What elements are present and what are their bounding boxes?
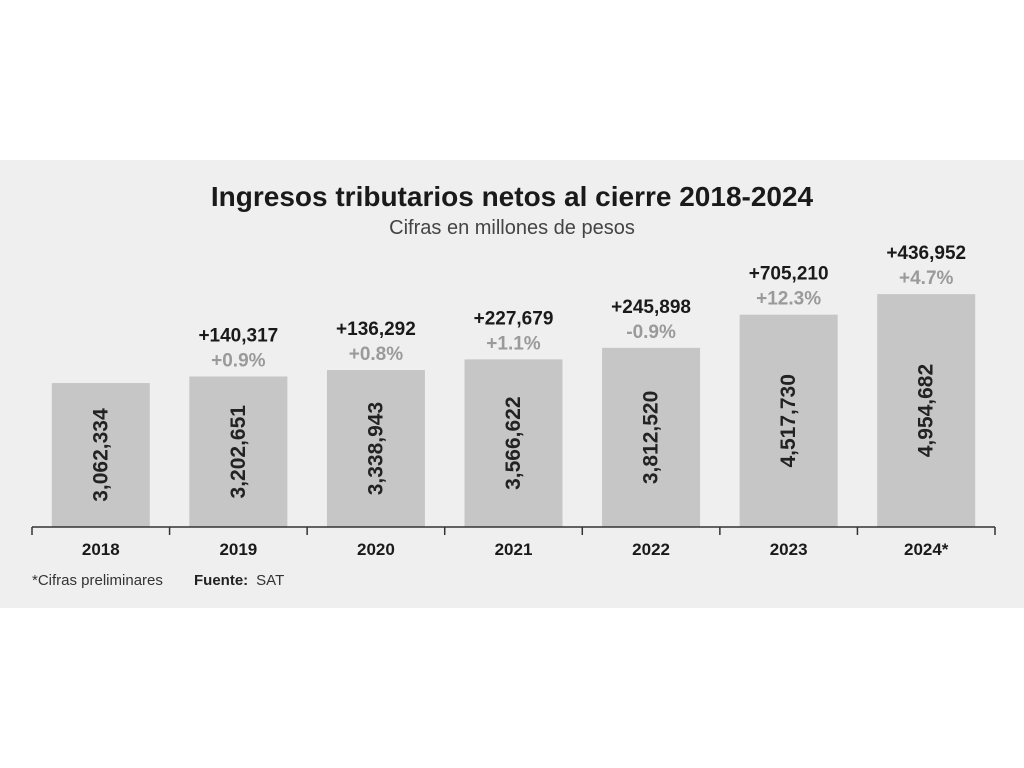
source-value: SAT <box>256 572 284 589</box>
bar-value-label: 3,566,622 <box>502 396 525 489</box>
chart-panel: Ingresos tributarios netos al cierre 201… <box>0 160 1024 608</box>
footer: *Cifras preliminares Fuente: SAT <box>32 572 284 589</box>
x-axis: 2018 2019 2020 2021 2022 2023 2024* <box>31 526 996 559</box>
change-percent-label: +0.9% <box>211 350 266 371</box>
x-tick-label: 2018 <box>82 540 120 559</box>
bar-value-label: 3,062,334 <box>89 408 112 502</box>
change-percent-label: +12.3% <box>756 289 821 310</box>
x-tick-label: 2020 <box>357 540 395 559</box>
source-line: Fuente: SAT <box>194 572 284 589</box>
change-absolute-label: +136,292 <box>336 319 416 340</box>
footnote-preliminary: *Cifras preliminares <box>32 572 163 589</box>
change-absolute-label: +245,898 <box>611 297 691 318</box>
change-percent-label: +4.7% <box>899 268 954 289</box>
bars-layer: 3,062,334 3,202,651 +0.9% +140,317 3,338,943… <box>51 243 976 527</box>
bar-value-label: 3,202,651 <box>227 405 250 499</box>
bar <box>326 370 425 527</box>
bar-value-label: 4,517,730 <box>777 374 800 467</box>
change-absolute-label: +436,952 <box>886 243 966 264</box>
chart-title: Ingresos tributarios netos al cierre 201… <box>211 181 814 212</box>
change-absolute-label: +140,317 <box>198 325 278 346</box>
x-tick-label: 2023 <box>770 540 808 559</box>
bar-value-label: 3,812,520 <box>640 391 663 484</box>
bar <box>877 294 976 527</box>
x-tick-label: 2024* <box>904 540 949 559</box>
source-label: Fuente: <box>194 572 248 589</box>
chart-subtitle: Cifras en millones de pesos <box>389 217 635 239</box>
bar <box>189 376 288 527</box>
bar-value-label: 3,338,943 <box>364 402 387 495</box>
change-percent-label: +1.1% <box>486 333 541 354</box>
bar <box>464 359 563 527</box>
bar <box>739 314 838 527</box>
bar <box>602 347 701 527</box>
x-tick-label: 2019 <box>219 540 257 559</box>
bar <box>51 383 150 527</box>
change-percent-label: -0.9% <box>626 322 676 343</box>
bar-value-label: 4,954,682 <box>915 364 938 457</box>
change-absolute-label: +227,679 <box>474 308 554 329</box>
change-absolute-label: +705,210 <box>749 264 829 285</box>
bar-chart: Ingresos tributarios netos al cierre 201… <box>31 181 996 589</box>
x-tick-label: 2021 <box>495 540 533 559</box>
change-percent-label: +0.8% <box>349 344 404 365</box>
x-tick-label: 2022 <box>632 540 670 559</box>
